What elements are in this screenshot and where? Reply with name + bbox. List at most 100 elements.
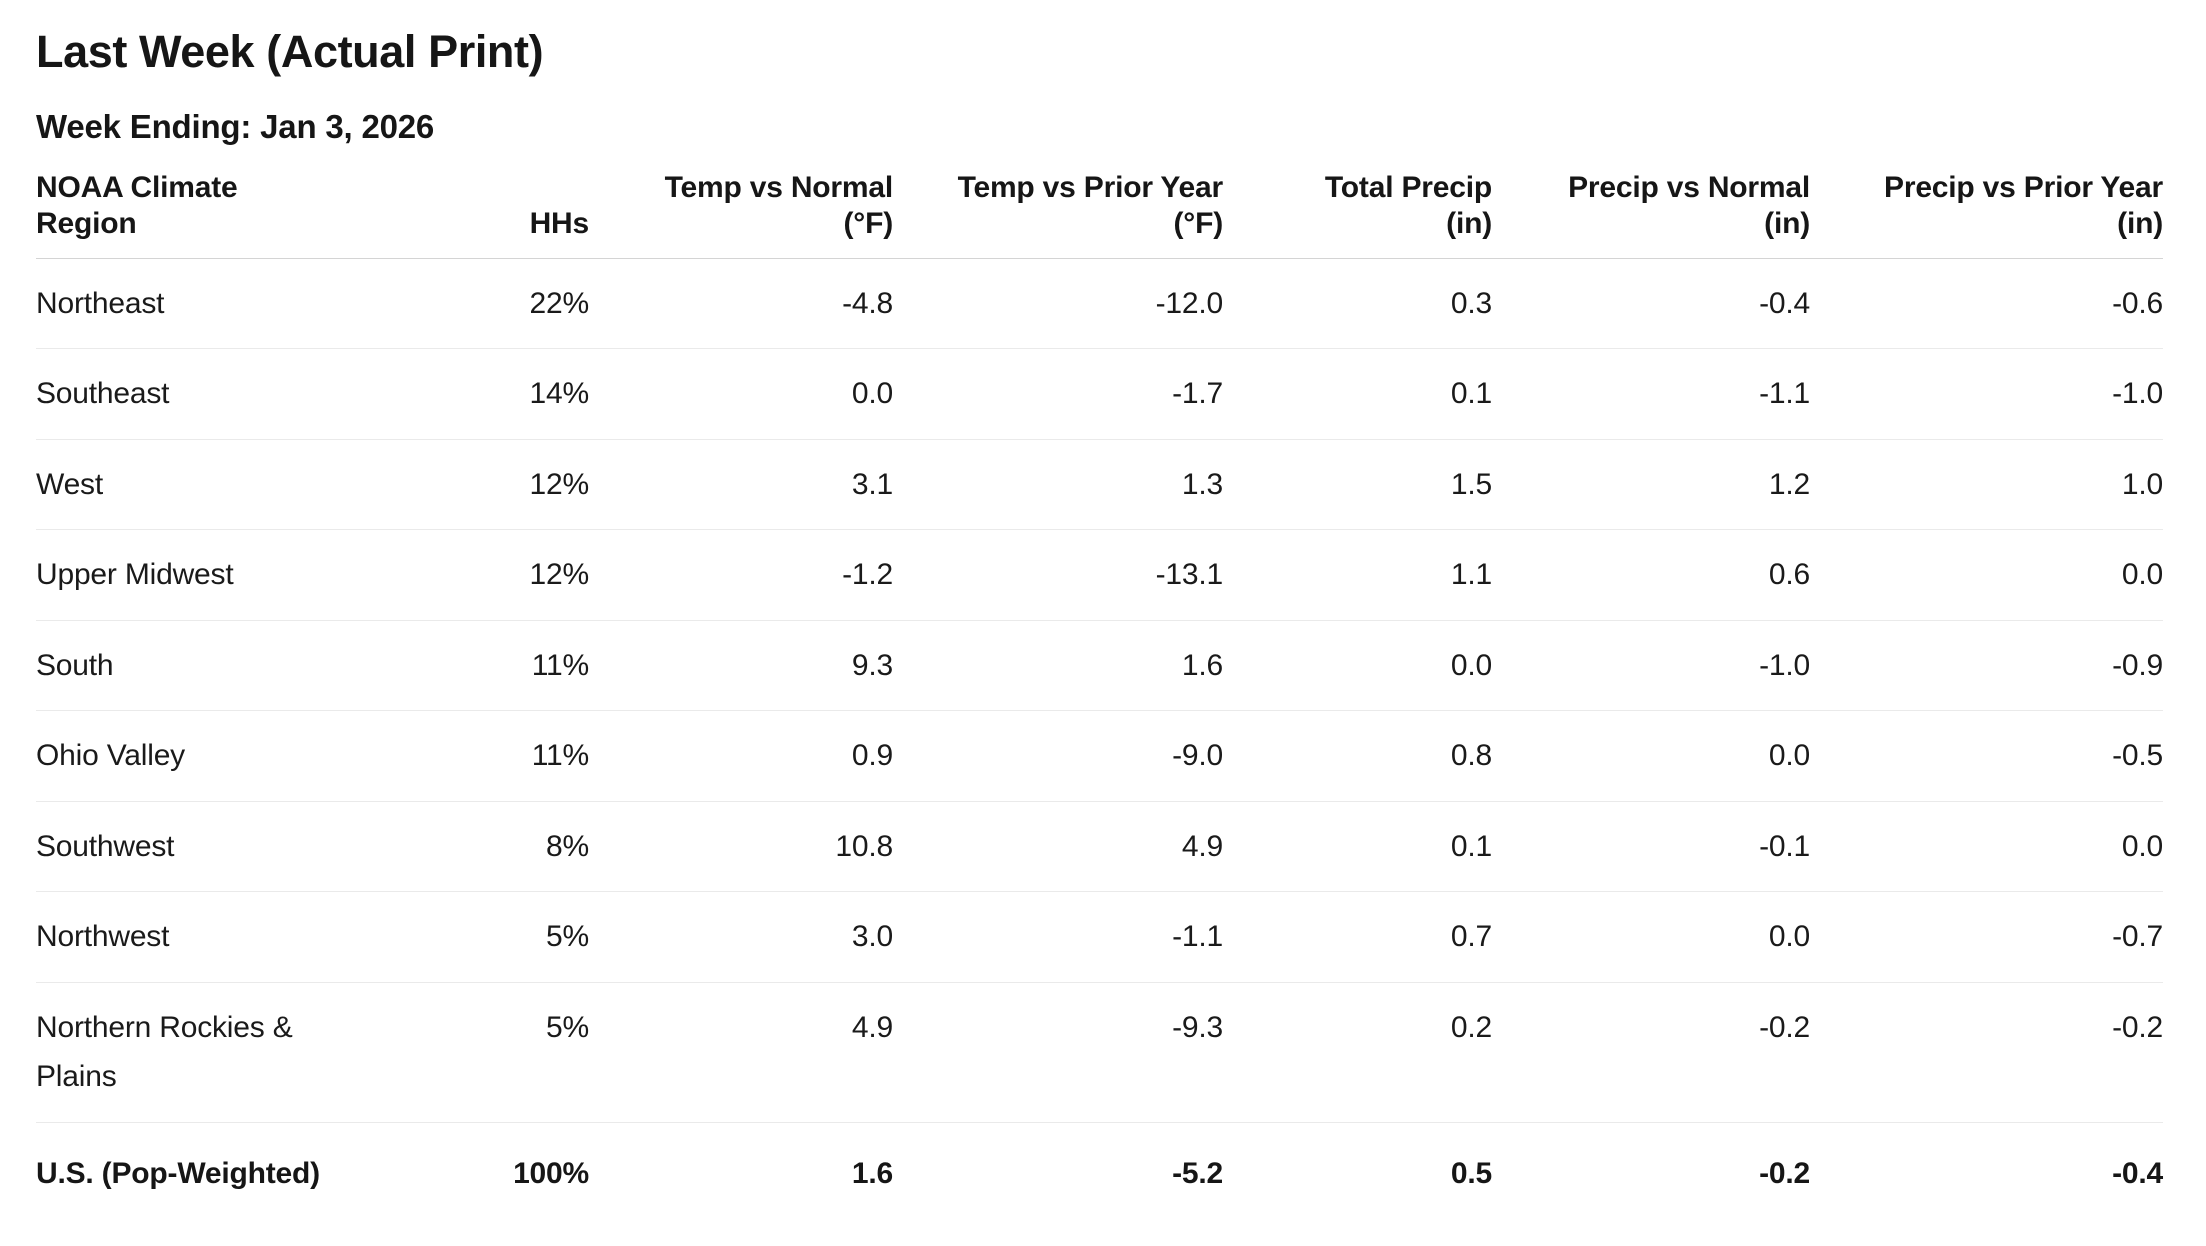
header-line: (in) (1446, 206, 1492, 240)
page-subtitle: Week Ending: Jan 3, 2026 (36, 107, 435, 145)
value-cell-temp-vs-prior-year: 1.6 (893, 620, 1223, 712)
climate-region-table: NOAA Climate Region HHs Temp vs Normal (… (36, 169, 2163, 1219)
value-cell-hhs: 5% (356, 891, 589, 983)
region-cell: Upper Midwest (36, 529, 356, 621)
value-cell-temp-vs-normal: 0.9 (589, 710, 893, 802)
value-cell-hhs: 8% (356, 801, 589, 893)
value-cell-temp-vs-normal: 4.9 (589, 982, 893, 1123)
value-cell-temp-vs-normal: -1.2 (589, 529, 893, 621)
column-header-temp-vs-normal: Temp vs Normal (°F) (589, 169, 894, 259)
value-cell-temp-vs-normal: 10.8 (589, 801, 893, 893)
value-cell-precip-vs-normal: -1.0 (1492, 620, 1810, 712)
table-row-ohio-valley: Ohio Valley 11% 0.9 -9.0 0.8 0.0 -0.5 (36, 710, 2163, 802)
value-cell-precip-vs-prior-year: -0.6 (1810, 258, 2163, 350)
value-cell-precip-vs-normal: 0.0 (1492, 891, 1810, 983)
value-cell-total-precip: 1.5 (1223, 439, 1492, 531)
column-header-precip-vs-prior-year: Precip vs Prior Year (in) (1810, 169, 2163, 259)
table-row-southwest: Southwest 8% 10.8 4.9 0.1 -0.1 0.0 (36, 801, 2163, 893)
value-cell-total-precip: 0.5 (1450, 1156, 1492, 1190)
value-cell-precip-vs-normal: -0.2 (1492, 982, 1810, 1123)
header-line: Region (36, 206, 137, 240)
table-row-us-total: U.S. (Pop-Weighted) 100% 1.6 -5.2 0.5 -0… (36, 1122, 2163, 1218)
header-line: (°F) (843, 206, 893, 240)
column-header-region: NOAA Climate Region (36, 169, 356, 259)
value-cell-total-precip: 0.3 (1223, 258, 1492, 350)
page-title: Last Week (Actual Print) (36, 26, 544, 77)
value-cell-total-precip: 0.1 (1223, 348, 1492, 440)
value-cell-temp-vs-prior-year: -1.1 (893, 891, 1223, 983)
value-cell-hhs: 12% (356, 529, 589, 621)
value-cell-total-precip: 0.8 (1223, 710, 1492, 802)
region-cell: West (36, 439, 356, 531)
value-cell-precip-vs-prior-year: 0.0 (1810, 529, 2163, 621)
value-cell-precip-vs-prior-year: 1.0 (1810, 439, 2163, 531)
value-cell-precip-vs-normal: -0.2 (1759, 1156, 1810, 1190)
value-cell-precip-vs-prior-year: -0.2 (1810, 982, 2163, 1123)
header-line: Temp vs Normal (664, 170, 894, 204)
value-cell-hhs: 11% (356, 710, 589, 802)
column-header-total-precip: Total Precip (in) (1223, 169, 1492, 259)
value-cell-temp-vs-prior-year: -5.2 (1172, 1156, 1223, 1190)
table-row-northeast: Northeast 22% -4.8 -12.0 0.3 -0.4 -0.6 (36, 258, 2163, 350)
value-cell-hhs: 22% (356, 258, 589, 350)
table-row-northwest: Northwest 5% 3.0 -1.1 0.7 0.0 -0.7 (36, 891, 2163, 983)
header-line: (°F) (1173, 206, 1223, 240)
value-cell-precip-vs-normal: 0.6 (1492, 529, 1810, 621)
value-cell-temp-vs-normal: 1.6 (851, 1156, 893, 1190)
value-cell-temp-vs-normal: 3.0 (589, 891, 893, 983)
value-cell-hhs: 100% (513, 1156, 589, 1190)
region-cell: Northwest (36, 891, 356, 983)
value-cell-precip-vs-prior-year: 0.0 (1810, 801, 2163, 893)
value-cell-precip-vs-prior-year: -1.0 (1810, 348, 2163, 440)
header-line: Precip vs Normal (1568, 170, 1810, 204)
region-cell: Southeast (36, 348, 356, 440)
value-cell-temp-vs-prior-year: -9.0 (893, 710, 1223, 802)
column-header-precip-vs-normal: Precip vs Normal (in) (1492, 169, 1810, 259)
value-cell-precip-vs-prior-year: -0.5 (1810, 710, 2163, 802)
region-cell: Northern Rockies & Plains (36, 982, 356, 1123)
value-cell-total-precip: 0.0 (1223, 620, 1492, 712)
value-cell-temp-vs-prior-year: 4.9 (893, 801, 1223, 893)
value-cell-precip-vs-prior-year: -0.9 (1810, 620, 2163, 712)
value-cell-temp-vs-normal: 3.1 (589, 439, 893, 531)
value-cell-temp-vs-prior-year: -13.1 (893, 529, 1223, 621)
value-cell-temp-vs-prior-year: -12.0 (893, 258, 1223, 350)
table-row-upper-midwest: Upper Midwest 12% -1.2 -13.1 1.1 0.6 0.0 (36, 529, 2163, 621)
value-cell-total-precip: 0.1 (1223, 801, 1492, 893)
column-header-hhs: HHs (356, 169, 590, 259)
header-row: NOAA Climate Region HHs Temp vs Normal (… (36, 169, 2163, 259)
value-cell-temp-vs-prior-year: -9.3 (893, 982, 1223, 1123)
value-cell-precip-vs-normal: -0.1 (1492, 801, 1810, 893)
table-body: Northeast 22% -4.8 -12.0 0.3 -0.4 -0.6 S… (36, 258, 2163, 1218)
region-cell: Northeast (36, 258, 356, 350)
header-line: HHs (529, 206, 590, 240)
table-row-southeast: Southeast 14% 0.0 -1.7 0.1 -1.1 -1.0 (36, 348, 2163, 440)
header-line: Temp vs Prior Year (957, 170, 1224, 204)
region-cell: U.S. (Pop-Weighted) (36, 1156, 320, 1190)
region-cell: South (36, 620, 356, 712)
header-line: (in) (1764, 206, 1810, 240)
value-cell-precip-vs-normal: 0.0 (1492, 710, 1810, 802)
region-cell: Ohio Valley (36, 710, 356, 802)
value-cell-total-precip: 0.7 (1223, 891, 1492, 983)
value-cell-hhs: 12% (356, 439, 589, 531)
header-line: NOAA Climate (36, 170, 238, 204)
value-cell-precip-vs-normal: -0.4 (1492, 258, 1810, 350)
column-header-temp-vs-prior-year: Temp vs Prior Year (°F) (893, 169, 1224, 259)
value-cell-hhs: 14% (356, 348, 589, 440)
header-line: Precip vs Prior Year (1884, 170, 2163, 204)
region-cell: Southwest (36, 801, 356, 893)
value-cell-temp-vs-normal: 9.3 (589, 620, 893, 712)
table-row-northern-rockies-plains: Northern Rockies & Plains 5% 4.9 -9.3 0.… (36, 982, 2163, 1123)
table-header: NOAA Climate Region HHs Temp vs Normal (… (36, 169, 2163, 259)
value-cell-temp-vs-prior-year: -1.7 (893, 348, 1223, 440)
header-line: (in) (2117, 206, 2163, 240)
table-row-west: West 12% 3.1 1.3 1.5 1.2 1.0 (36, 439, 2163, 531)
value-cell-precip-vs-normal: -1.1 (1492, 348, 1810, 440)
table-row-south: South 11% 9.3 1.6 0.0 -1.0 -0.9 (36, 620, 2163, 712)
value-cell-temp-vs-normal: -4.8 (589, 258, 893, 350)
header-line: Total Precip (1324, 170, 1492, 204)
value-cell-temp-vs-normal: 0.0 (589, 348, 893, 440)
value-cell-precip-vs-prior-year: -0.4 (2112, 1156, 2163, 1190)
value-cell-total-precip: 0.2 (1223, 982, 1492, 1123)
